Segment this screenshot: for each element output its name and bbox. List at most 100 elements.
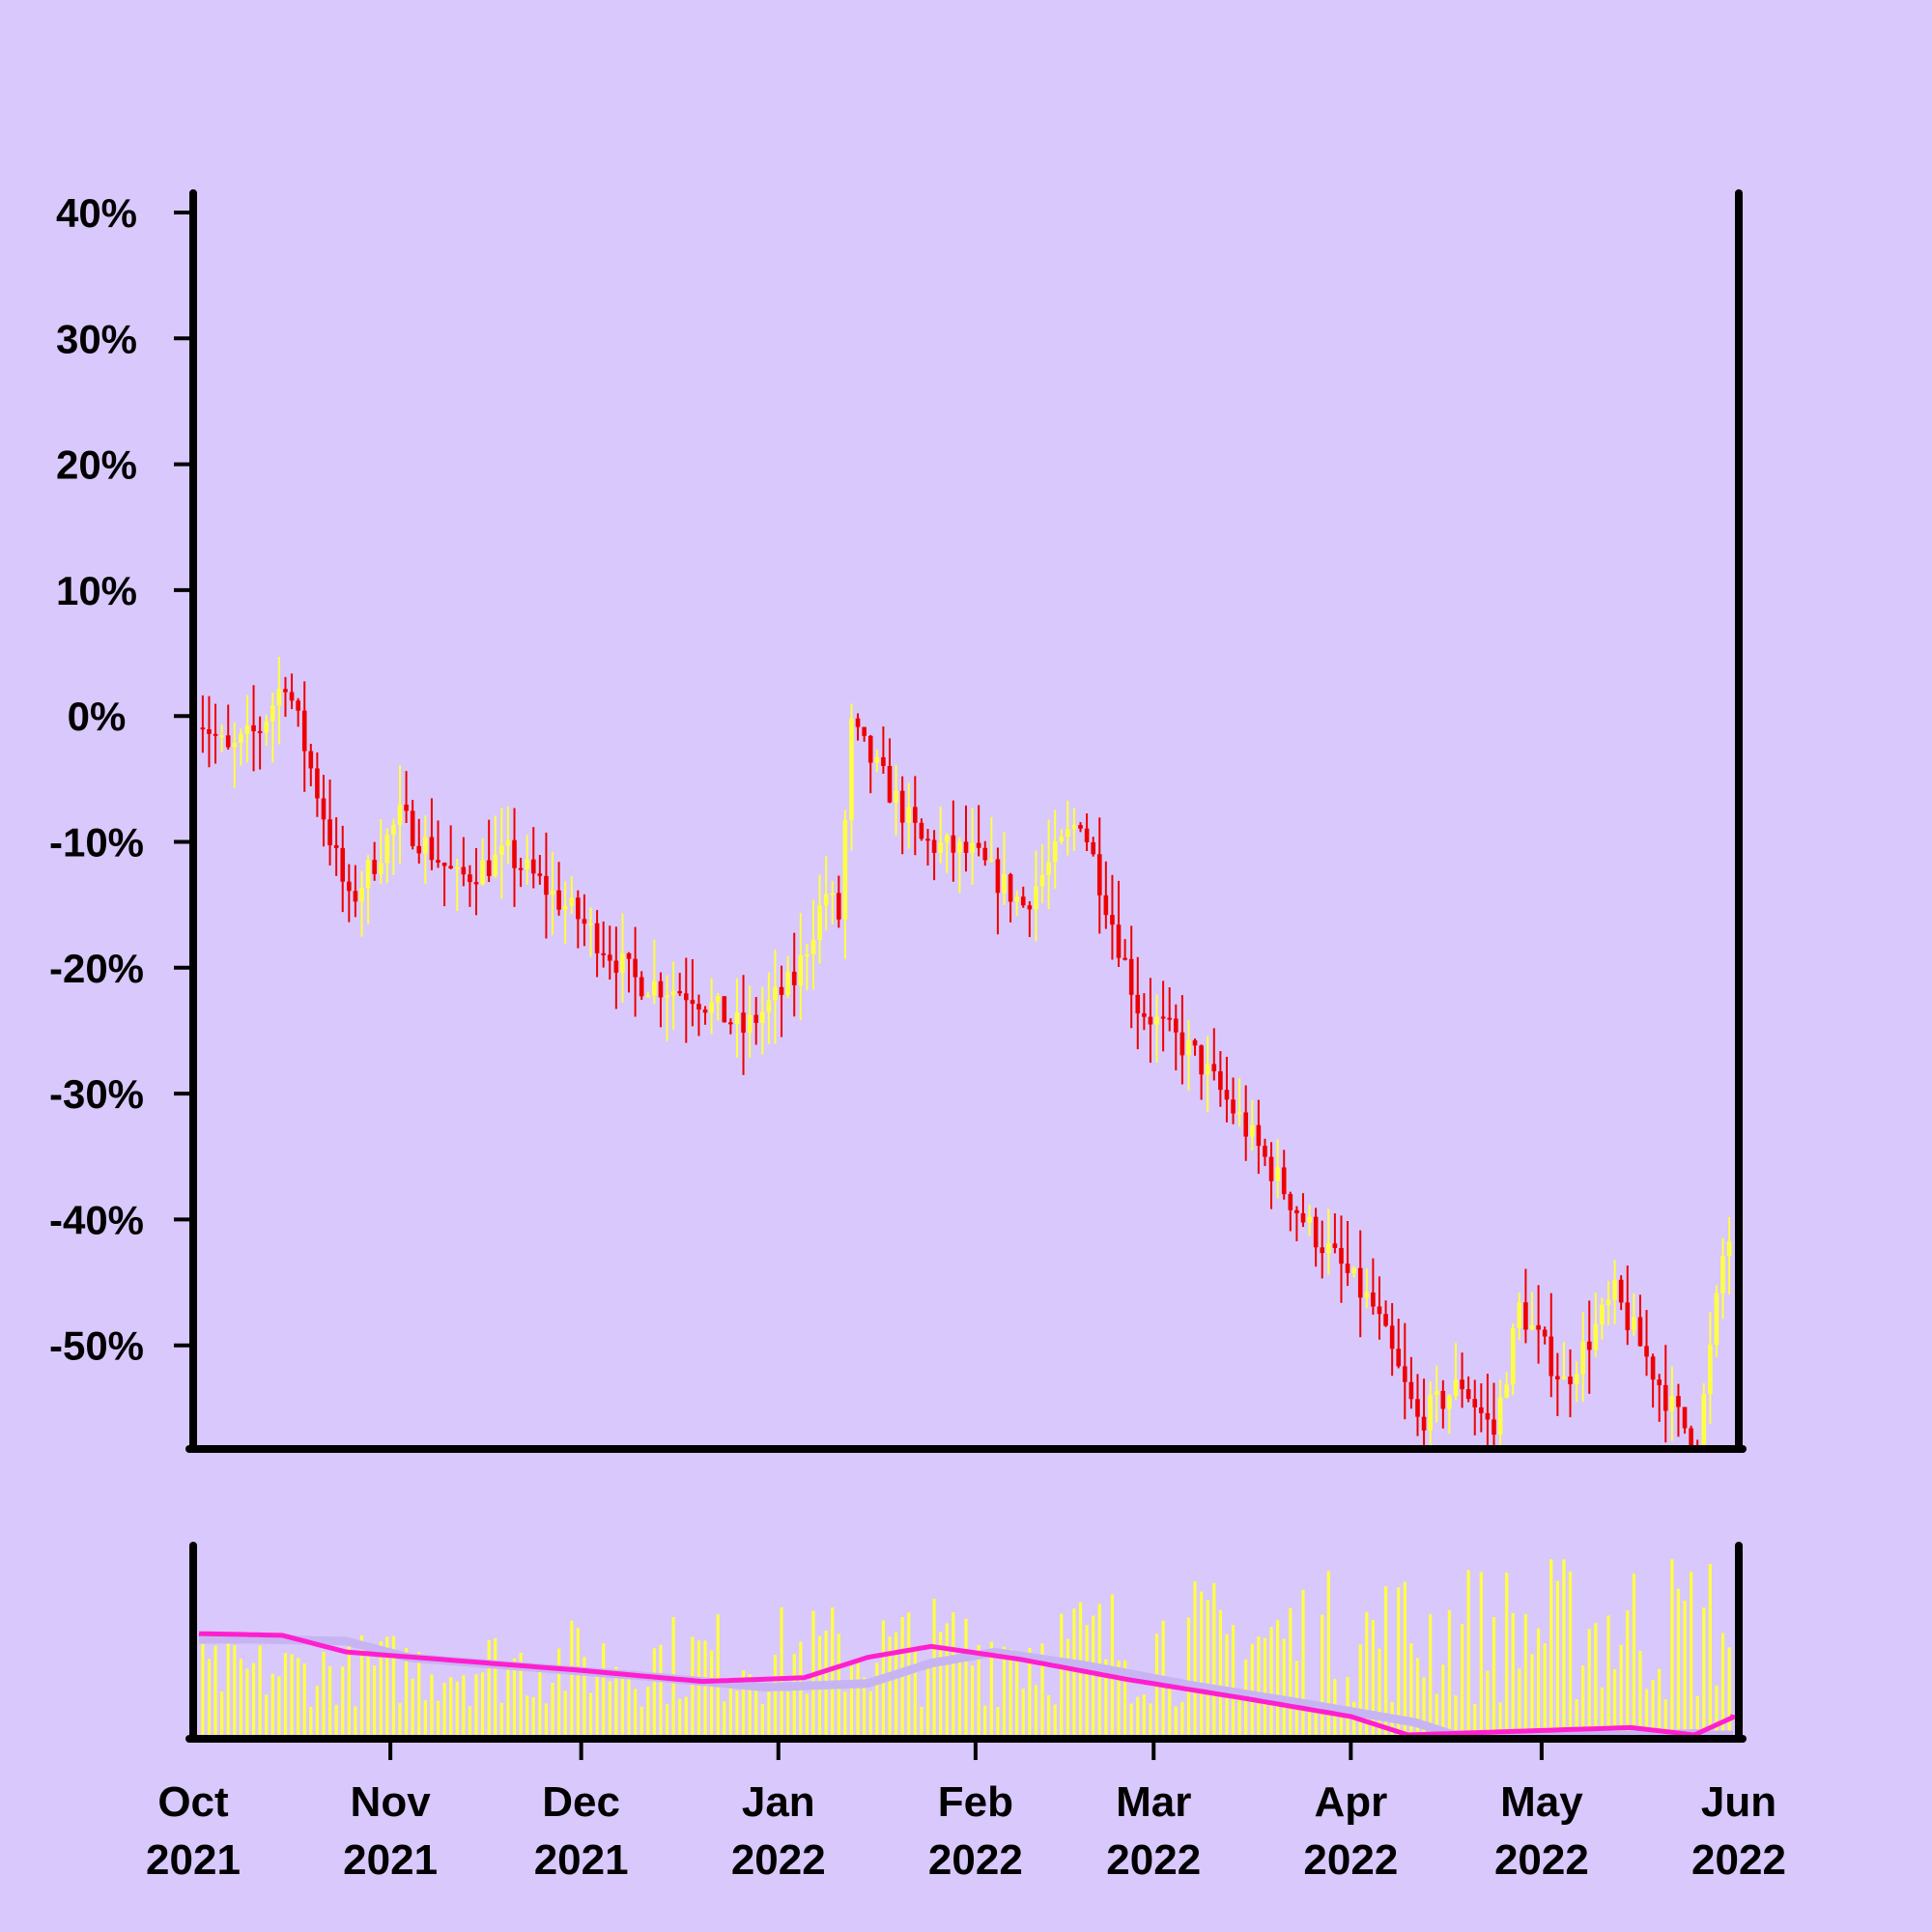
volume-bar (894, 1632, 898, 1735)
volume-bar (506, 1669, 510, 1735)
y-axis: 40% 30% 20% 10% 0% -10% -20% -30% -40% -50% (49, 190, 193, 1369)
volume-bar (1218, 1609, 1222, 1735)
volume-bar (1358, 1644, 1362, 1735)
volume-bar (449, 1677, 453, 1735)
candle-up (1453, 1379, 1459, 1397)
candle-down (1492, 1419, 1496, 1435)
volume-bar (1492, 1616, 1496, 1735)
volume-bar (373, 1665, 377, 1735)
x-tick-month: Apr (1314, 1778, 1387, 1826)
volume-bar (468, 1706, 472, 1735)
volume-bar (691, 1636, 695, 1735)
candle-up (1002, 874, 1007, 894)
candle-down (1460, 1379, 1464, 1390)
candle-down (1243, 1112, 1249, 1137)
volume-bar (728, 1683, 732, 1735)
volume-bar (570, 1620, 574, 1735)
candle-down (1313, 1216, 1319, 1248)
x-tick-year: 2022 (1494, 1836, 1589, 1884)
volume-bar (1110, 1594, 1115, 1735)
volume-bar (1225, 1634, 1229, 1735)
candle-up (384, 834, 390, 864)
volume-bar (1409, 1643, 1413, 1735)
volume-bar (1523, 1613, 1528, 1735)
volume-bar (1168, 1681, 1172, 1735)
candle-down (791, 971, 797, 985)
candle-up (823, 894, 829, 906)
volume-bar (1644, 1689, 1649, 1735)
volume-bar (265, 1694, 269, 1735)
volume-bar (652, 1648, 656, 1735)
volume-bar (544, 1703, 549, 1735)
volume-bar (1568, 1571, 1573, 1735)
candle-down (1218, 1071, 1223, 1091)
candle-down (1555, 1376, 1560, 1379)
candle-down (855, 718, 861, 727)
candle-up (1052, 840, 1058, 863)
volume-bar (1505, 1572, 1509, 1735)
volume-bar (996, 1707, 1000, 1735)
y-tick-label: -20% (49, 946, 144, 991)
volume-bar (1555, 1580, 1559, 1735)
candle-up (454, 867, 460, 869)
volume-bar (519, 1652, 523, 1735)
volume-bar (1518, 1668, 1521, 1735)
candle-down (301, 710, 307, 752)
volume-bar (359, 1634, 364, 1735)
candle-down (1160, 1016, 1166, 1019)
candle-down (722, 996, 727, 1023)
candle-down (213, 733, 218, 736)
candle-down (340, 847, 346, 882)
candle-up (665, 995, 669, 998)
volume-bar (748, 1674, 752, 1735)
candle-down (372, 860, 377, 874)
volume-bar (385, 1636, 389, 1735)
volume-bar (1282, 1638, 1286, 1735)
candle-down (881, 756, 886, 766)
candle-down (436, 860, 440, 863)
candle-up (810, 939, 816, 954)
candle-up (505, 839, 511, 846)
volume-bar (1708, 1563, 1712, 1735)
volume-bar (1053, 1704, 1057, 1735)
candle-down (1339, 1247, 1344, 1264)
candle-down (1300, 1213, 1306, 1223)
candlestick-series (200, 657, 1732, 1447)
volume-bar (1142, 1694, 1146, 1735)
candle-down (1377, 1306, 1382, 1315)
candle-down (1618, 1279, 1624, 1303)
volume-bar (1046, 1694, 1051, 1735)
candle-down (753, 1014, 759, 1023)
volume-bar (347, 1637, 351, 1735)
candle-up (378, 863, 384, 874)
candle-up (1701, 1394, 1707, 1445)
candle-up (1071, 825, 1077, 830)
volume-bar (1543, 1643, 1547, 1735)
x-tick-year: 2022 (928, 1836, 1023, 1884)
candle-down (690, 1000, 696, 1005)
volume-bar (1269, 1627, 1273, 1735)
candle-up (1351, 1267, 1356, 1273)
candle-up (423, 837, 428, 854)
volume-bar (1040, 1643, 1044, 1735)
volume-bar (1231, 1625, 1236, 1735)
candle-up (1039, 874, 1045, 887)
candle-up (588, 923, 593, 925)
candle-down (1135, 994, 1141, 1014)
candle-down (1676, 1396, 1681, 1407)
candle-down (441, 862, 447, 867)
x-tick-month: Nov (351, 1778, 432, 1826)
volume-bar (1562, 1559, 1566, 1735)
candle-down (416, 845, 422, 854)
candle-up (1154, 1016, 1159, 1025)
volume-bar (226, 1643, 230, 1735)
volume-bar (1473, 1704, 1477, 1735)
candle-up (1580, 1341, 1585, 1375)
volume-bar (1626, 1610, 1630, 1735)
candle-down (404, 804, 409, 811)
volume-bar (723, 1701, 726, 1735)
candle-up (1186, 1039, 1191, 1056)
candle-up (906, 807, 912, 823)
volume-bar (602, 1643, 606, 1735)
volume-bar (1034, 1685, 1038, 1735)
